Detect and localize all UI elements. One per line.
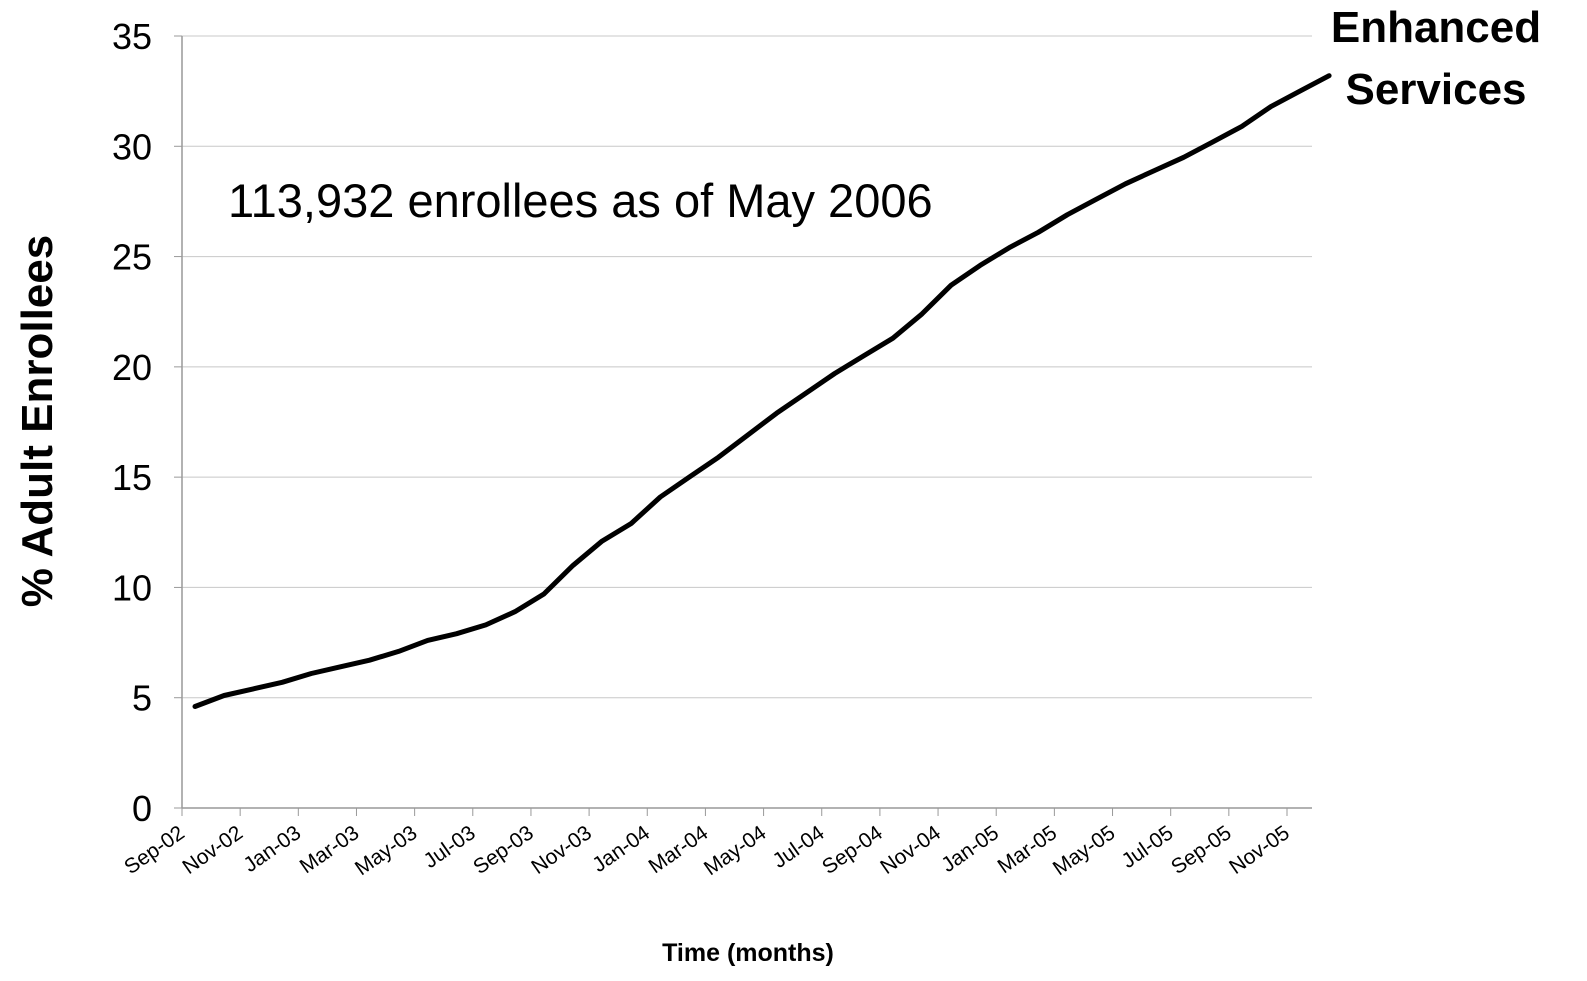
axes <box>174 35 1312 816</box>
x-tick-label: Mar-05 <box>994 821 1062 878</box>
x-tick-label: Jan-04 <box>588 821 654 877</box>
x-tick-label: May-04 <box>700 821 771 880</box>
y-tick-label: 30 <box>112 126 152 167</box>
x-axis-title: Time (months) <box>662 939 834 967</box>
x-tick-label: Jul-04 <box>769 821 829 873</box>
series-label-line-1: Enhanced <box>1331 3 1541 52</box>
series-lines <box>192 73 1332 709</box>
series-label-line-2: Services <box>1345 65 1526 114</box>
x-tick-label: May-03 <box>351 821 422 880</box>
gridlines <box>182 35 1312 699</box>
x-tick-label: Jan-05 <box>937 821 1003 877</box>
x-tick-label: Jan-03 <box>239 821 305 877</box>
y-tick-label: 20 <box>112 347 152 388</box>
y-tick-label: 10 <box>112 567 152 608</box>
y-tick-label: 25 <box>112 237 152 278</box>
enrollee-annotation: 113,932 enrollees as of May 2006 <box>228 174 933 227</box>
y-tick-label: 0 <box>132 788 152 829</box>
x-tick-label: Sep-03 <box>469 821 538 879</box>
y-tick-label: 15 <box>112 457 152 498</box>
series-line <box>192 73 1332 709</box>
x-tick-label: Nov-02 <box>178 821 247 879</box>
x-tick-label: Mar-04 <box>645 821 713 878</box>
x-tick-labels: Sep-02Nov-02Jan-03Mar-03May-03Jul-03Sep-… <box>120 821 1294 880</box>
x-tick-label: Nov-04 <box>876 821 945 879</box>
y-axis-title: % Adult Enrollees <box>13 235 62 607</box>
y-tick-labels: 0 5 10 15 20 25 30 35 <box>112 16 152 829</box>
x-tick-label: May-05 <box>1049 821 1120 880</box>
y-tick-label: 35 <box>112 16 152 57</box>
x-tick-label: Nov-05 <box>1225 821 1294 879</box>
x-tick-label: Sep-04 <box>818 821 887 879</box>
x-tick-label: Jul-05 <box>1118 821 1178 873</box>
x-tick-label: Sep-05 <box>1167 821 1236 879</box>
x-tick-label: Sep-02 <box>120 821 189 879</box>
x-tick-label: Jul-03 <box>420 821 480 873</box>
x-tick-label: Nov-03 <box>527 821 596 879</box>
y-tick-label: 5 <box>132 678 152 719</box>
x-tick-label: Mar-03 <box>296 821 364 878</box>
